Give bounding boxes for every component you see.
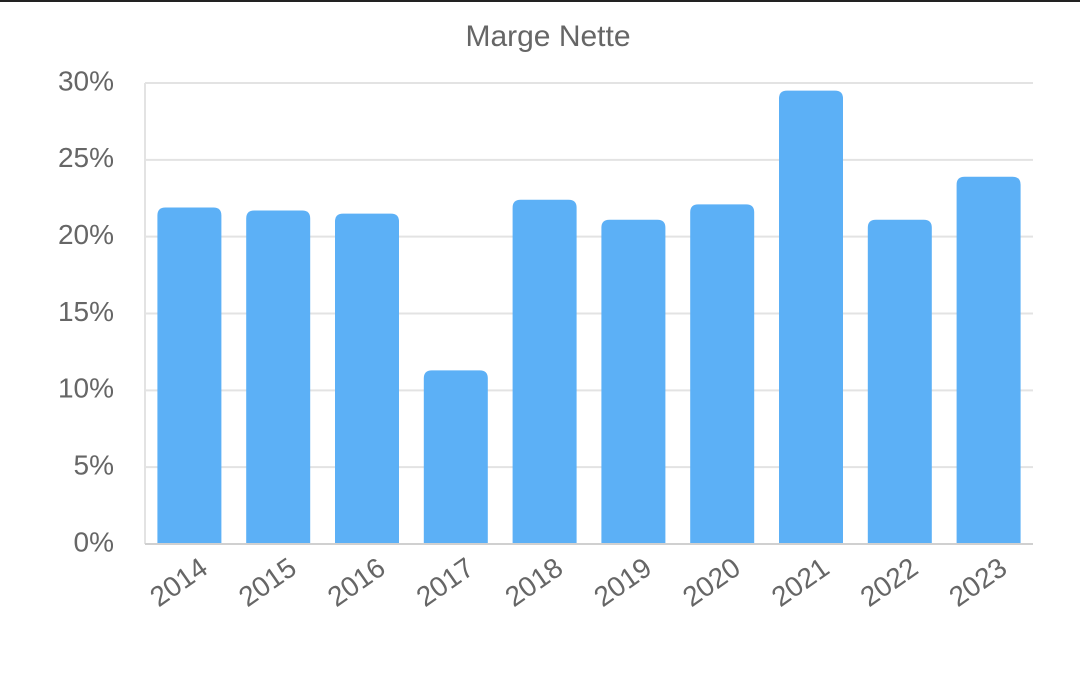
bar — [512, 199, 577, 544]
bar — [335, 213, 399, 544]
chart-title: Marge Nette — [465, 20, 630, 53]
x-tick-label: 2022 — [855, 552, 924, 613]
bar — [690, 204, 755, 544]
y-tick-label: 15% — [58, 296, 114, 327]
y-tick-label: 20% — [58, 219, 114, 250]
y-tick-label: 30% — [58, 65, 114, 96]
x-tick-label: 2016 — [322, 552, 391, 613]
x-tick-label: 2020 — [677, 552, 746, 613]
bar — [423, 370, 488, 544]
x-tick-label: 2015 — [233, 552, 302, 613]
x-tick-label: 2019 — [588, 552, 657, 613]
y-tick-label: 10% — [58, 373, 114, 404]
x-tick-label: 2017 — [411, 552, 480, 613]
x-tick-label: 2023 — [943, 552, 1012, 613]
y-tick-label: 5% — [74, 450, 114, 481]
bar — [956, 176, 1021, 544]
y-tick-label: 0% — [74, 526, 114, 557]
x-tick-label: 2021 — [766, 552, 835, 613]
x-tick-label: 2018 — [499, 552, 568, 613]
bar — [246, 210, 311, 544]
bar — [601, 219, 666, 544]
bar — [867, 219, 932, 544]
y-tick-label: 25% — [58, 142, 114, 173]
bar — [779, 90, 843, 544]
bar — [157, 207, 222, 544]
x-tick-label: 2014 — [144, 552, 213, 613]
